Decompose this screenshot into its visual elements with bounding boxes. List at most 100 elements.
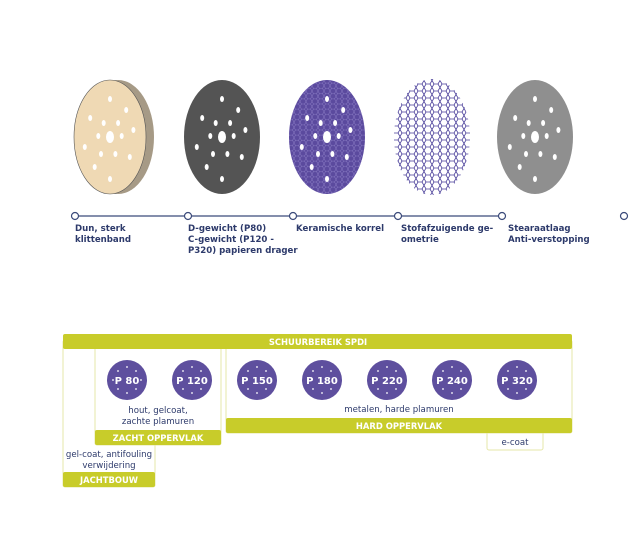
disc-hole: [344, 154, 349, 160]
grit-label: P 240: [436, 376, 468, 387]
disc-hole: [531, 131, 539, 143]
purple-ceramic-disc: [289, 80, 365, 194]
feature-label: Keramische korrel: [296, 224, 384, 234]
disc-hole: [131, 127, 136, 133]
disc-hole: [533, 96, 537, 102]
jachtbouw-desc-1: gel-coat, antifouling: [66, 450, 152, 460]
feature-label: P320) papieren drager: [188, 246, 298, 256]
disc-hole: [533, 176, 537, 182]
disc-hole: [220, 176, 224, 182]
grit-disc: P 150: [237, 360, 277, 400]
disc-hole: [113, 151, 118, 157]
disc-hole: [220, 96, 224, 102]
disc-hole: [336, 133, 341, 139]
disc-hole: [305, 115, 310, 121]
disc-hole: [211, 151, 215, 157]
disc-hole: [101, 120, 106, 126]
disc-hole: [127, 154, 132, 160]
grit-label: P 220: [371, 376, 403, 387]
jachtbouw-desc-2: verwijdering: [82, 461, 135, 471]
disc-hole: [92, 164, 97, 170]
disc-hole: [323, 131, 331, 143]
disc-hole: [228, 120, 233, 126]
disc-hole: [299, 144, 304, 150]
disc-hole: [204, 164, 209, 170]
disc-hole: [333, 120, 338, 126]
feature-label: klittenband: [75, 235, 131, 245]
disc-hole: [544, 133, 549, 139]
grit-label: P 320: [501, 376, 533, 387]
disc-hole: [313, 133, 318, 139]
grit-disc: P 120: [172, 360, 212, 400]
timeline-node: [619, 211, 629, 221]
grit-disc: P 240: [432, 360, 472, 400]
grit-disc: P 220: [367, 360, 407, 400]
grey-stearate-disc: [497, 80, 573, 194]
disc-hole: [116, 120, 121, 126]
disc-hole: [82, 144, 87, 150]
zacht-desc-2: zachte plamuren: [122, 417, 194, 427]
feature-label: D-gewicht (P80): [188, 224, 266, 234]
disc-hole: [549, 107, 554, 113]
disc-hole: [517, 164, 522, 170]
cream-foam-disc: [73, 79, 154, 195]
grit-label: P 120: [176, 376, 208, 387]
grit-label: P 80: [115, 376, 140, 387]
disc-hole: [318, 120, 323, 126]
hard-label: HARD OPPERVLAK: [356, 421, 443, 431]
disc-hole: [316, 151, 320, 157]
grit-disc: P 180: [302, 360, 342, 400]
zacht-desc-1: hout, gelcoat,: [128, 406, 187, 416]
zacht-label-bar: [95, 430, 221, 445]
disc-hole: [239, 154, 244, 160]
hex-mesh-disc: [394, 79, 470, 195]
timeline-node: [393, 211, 403, 221]
hard-desc: metalen, harde plamuren: [344, 405, 453, 415]
disc-hole: [99, 151, 103, 157]
zacht-label: ZACHT OPPERVLAK: [113, 433, 204, 443]
disc-hole: [325, 96, 329, 102]
disc-hole: [552, 154, 557, 160]
feature-label: ometrie: [401, 235, 439, 245]
ecoat-label: e-coat: [501, 438, 529, 448]
disc-hole: [106, 131, 114, 143]
hard-label-bar: [226, 418, 572, 433]
range-title-bar: [63, 334, 572, 349]
disc-hole: [541, 120, 546, 126]
grit-label: P 180: [306, 376, 338, 387]
jachtbouw-label-bar: [63, 472, 155, 487]
feature-label: Stofafzuigende ge-: [401, 224, 494, 234]
feature-label: Anti-verstopping: [508, 235, 590, 245]
disc-hole: [325, 176, 329, 182]
grit-range-chart: SCHUURBEREIK SPDI HARD OPPERVLAK metalen…: [62, 334, 573, 488]
feature-label: C-gewicht (P120 -: [188, 235, 274, 245]
dark-grey-disc: [184, 80, 260, 194]
disc-hole: [330, 151, 335, 157]
disc-hole: [348, 127, 353, 133]
disc-hole: [507, 144, 512, 150]
grit-disc: P 80: [107, 360, 147, 400]
disc-hole: [521, 133, 526, 139]
disc-hole: [108, 96, 112, 102]
timeline-node: [70, 211, 80, 221]
disc-hole: [513, 115, 518, 121]
grit-label: P 150: [241, 376, 273, 387]
disc-hole: [213, 120, 218, 126]
disc-hole: [108, 176, 112, 182]
disc-hole: [524, 151, 528, 157]
disc-hole: [208, 133, 213, 139]
disc-hole: [200, 115, 205, 121]
jachtbouw-label: JACHTBOUW: [79, 475, 138, 485]
feature-label: Dun, sterk: [75, 224, 126, 234]
timeline-node: [288, 211, 298, 221]
disc-hole: [341, 107, 346, 113]
disc-hole: [309, 164, 314, 170]
timeline-node: [497, 211, 507, 221]
disc-hole: [124, 107, 129, 113]
disc-hole: [88, 115, 93, 121]
disc-hole: [225, 151, 230, 157]
disc-hole: [538, 151, 543, 157]
feature-label: Stearaatlaag: [508, 224, 571, 234]
disc-hole: [96, 133, 101, 139]
